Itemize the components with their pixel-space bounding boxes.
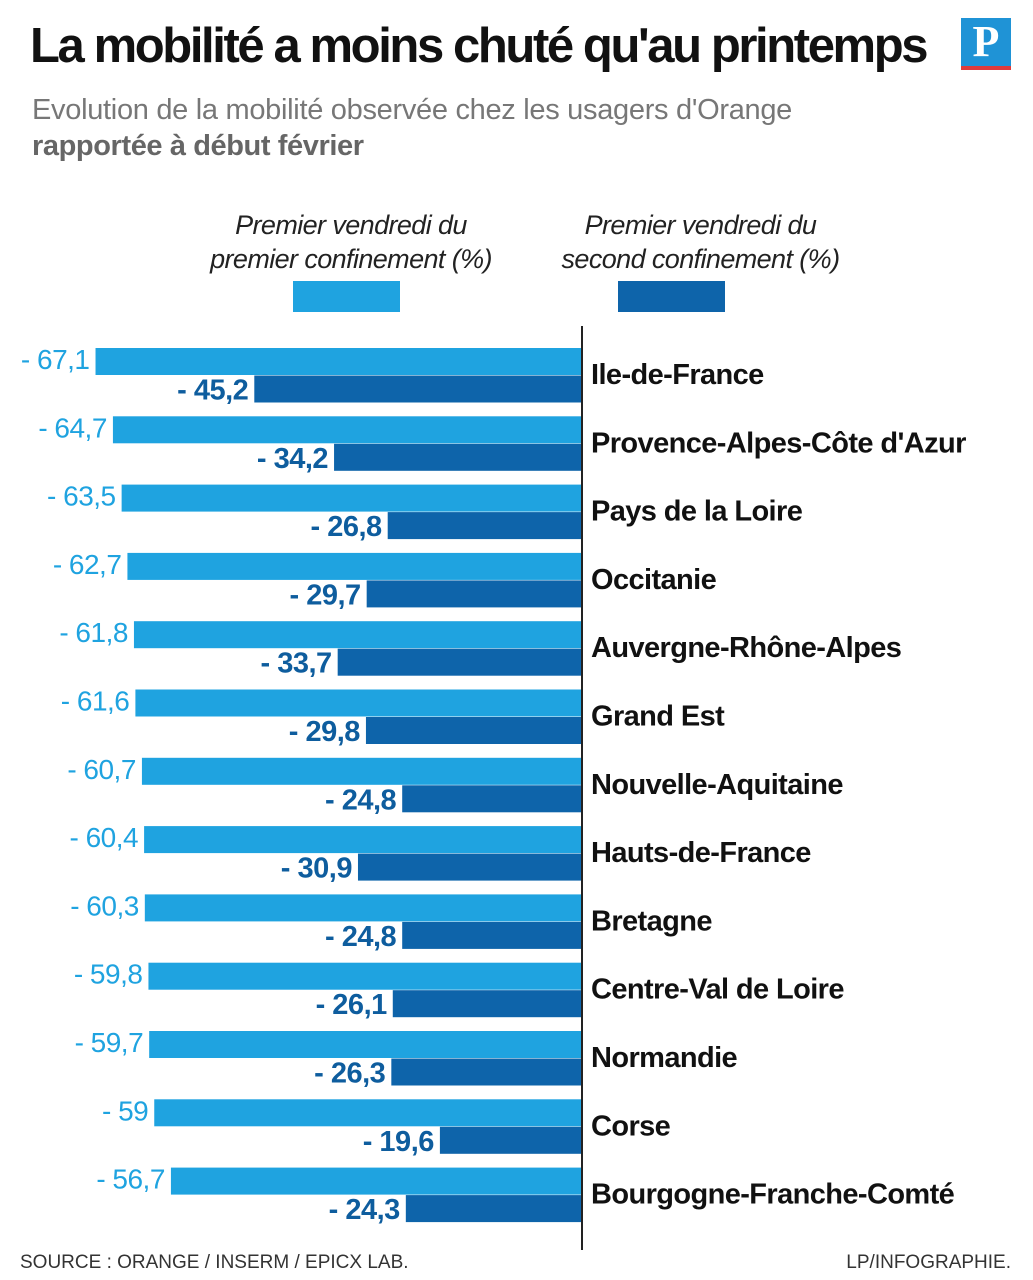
value-label-series2: - 19,6: [363, 1126, 435, 1158]
bar-series2: [337, 648, 582, 676]
category-label: Bretagne: [591, 905, 712, 937]
category-label: Occitanie: [591, 564, 717, 596]
legend-series1-label: Premier vendredi du premier confinement …: [195, 208, 507, 276]
bar-series2: [402, 785, 582, 813]
bar-series1: [170, 1167, 583, 1195]
value-label-series1: - 61,8: [59, 617, 128, 648]
category-label: Centre-Val de Loire: [591, 974, 844, 1006]
category-label: Normandie: [591, 1042, 738, 1074]
value-label-series1: - 63,5: [47, 481, 116, 512]
bar-series2: [366, 580, 582, 608]
legend-series1-line2: premier confinement (%): [210, 244, 492, 274]
value-label-series2: - 26,1: [316, 989, 388, 1021]
bar-series1: [144, 894, 582, 922]
value-label-series2: - 26,3: [314, 1058, 386, 1090]
bar-series2: [392, 990, 582, 1018]
value-label-series2: - 30,9: [281, 853, 353, 885]
bar-series1: [148, 962, 582, 990]
bar-series1: [154, 1099, 582, 1127]
legend-series2-swatch: [618, 281, 725, 312]
credit-note: LP/INFOGRAPHIE.: [846, 1252, 1011, 1273]
value-label-series1: - 59: [102, 1095, 148, 1126]
chart-subtitle-bold: rapportée à début février: [32, 130, 364, 162]
bar-series2: [391, 1058, 582, 1086]
category-label: Provence-Alpes-Côte d'Azur: [591, 427, 966, 459]
category-label: Auvergne-Rhône-Alpes: [591, 632, 901, 664]
bar-series2: [254, 375, 583, 403]
value-label-series2: - 29,8: [289, 716, 361, 748]
value-label-series1: - 64,7: [38, 412, 107, 443]
category-label: Ile-de-France: [591, 359, 764, 391]
value-label-series1: - 60,3: [70, 890, 139, 921]
value-label-series1: - 67,1: [21, 344, 90, 375]
value-label-series2: - 24,8: [325, 921, 397, 953]
value-label-series1: - 60,4: [69, 822, 138, 853]
chart-title: La mobilité a moins chuté qu'au printemp…: [30, 19, 929, 73]
bar-series2: [387, 512, 582, 540]
category-label: Hauts-de-France: [591, 837, 811, 869]
category-label: Nouvelle-Aquitaine: [591, 769, 843, 801]
legend-series1-line1: Premier vendredi du: [235, 210, 467, 240]
bar-series1: [144, 826, 582, 854]
bar-series1: [135, 689, 582, 717]
bar-series1: [112, 416, 583, 444]
value-label-series2: - 24,8: [325, 784, 397, 816]
value-label-series2: - 24,3: [329, 1194, 401, 1226]
source-note: SOURCE : ORANGE / INSERM / EPICX LAB.: [20, 1252, 409, 1273]
value-label-series2: - 34,2: [257, 443, 328, 475]
bar-series2: [334, 443, 582, 471]
publisher-logo: P: [961, 18, 1011, 70]
category-label: Corse: [591, 1110, 671, 1142]
bar-series2: [402, 921, 582, 949]
bar-series1: [95, 348, 583, 375]
bar-series2: [439, 1126, 582, 1154]
bar-series1: [127, 552, 583, 580]
value-label-series2: - 26,8: [311, 511, 383, 543]
category-label: Bourgogne-Franche-Comté: [591, 1179, 955, 1211]
bar-series1: [133, 621, 582, 649]
value-label-series1: - 59,7: [75, 1027, 144, 1058]
legend-series2-label: Premier vendredi du second confinement (…: [548, 208, 853, 276]
value-label-series1: - 61,6: [61, 686, 130, 717]
bar-series2: [365, 717, 582, 744]
value-label-series1: - 62,7: [53, 549, 122, 580]
bar-series1: [121, 484, 582, 512]
value-label-series1: - 60,7: [67, 754, 136, 785]
chart-subtitle: Evolution de la mobilité observée chez l…: [32, 94, 793, 126]
legend-series1-swatch: [293, 281, 400, 312]
legend-series2-line2: second confinement (%): [561, 244, 841, 274]
value-label-series1: - 56,7: [96, 1164, 165, 1195]
value-label-series1: - 59,8: [74, 959, 143, 990]
category-label: Grand Est: [591, 701, 725, 733]
bar-series1: [141, 757, 583, 785]
bar-series1: [149, 1031, 583, 1058]
category-label: Pays de la Loire: [591, 496, 803, 528]
value-label-series2: - 29,7: [290, 579, 361, 611]
bar-series2: [405, 1195, 582, 1223]
bar-series2: [357, 853, 582, 881]
legend-series2-line1: Premier vendredi du: [584, 210, 817, 240]
value-label-series2: - 33,7: [261, 648, 332, 680]
value-label-series2: - 45,2: [177, 375, 248, 407]
